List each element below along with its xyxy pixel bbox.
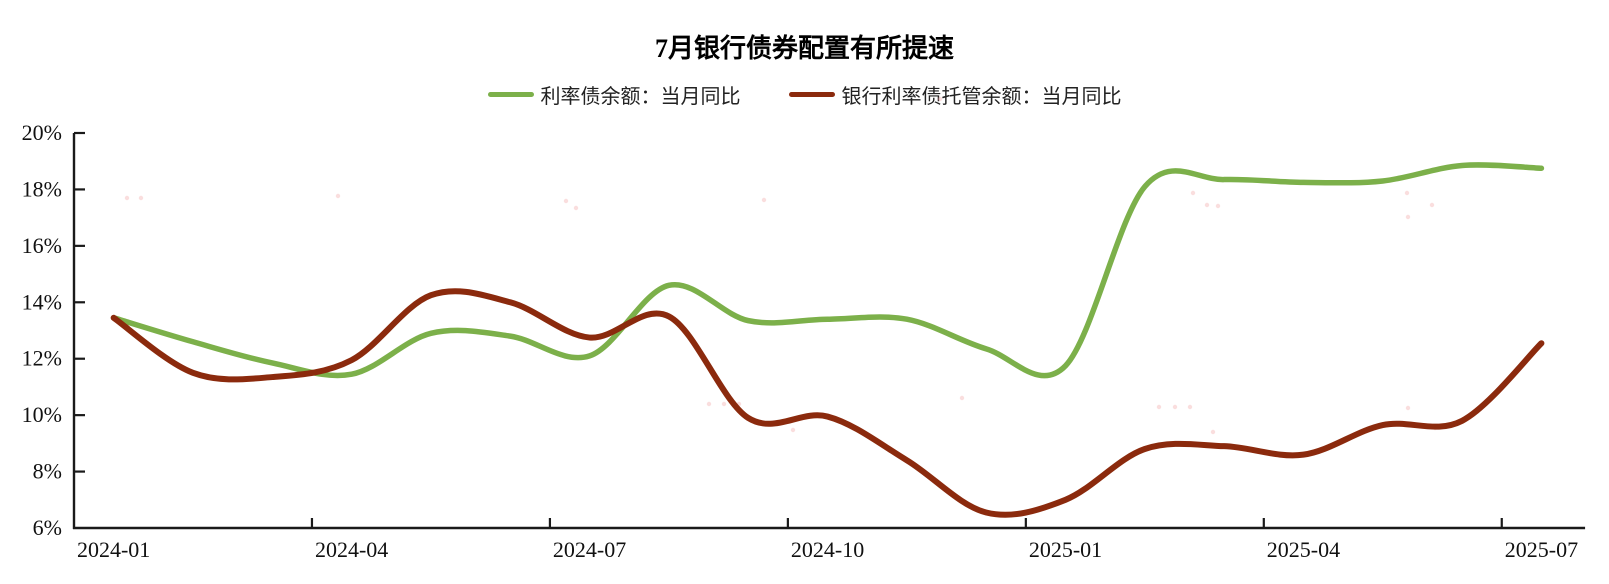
watermark-dot <box>1187 404 1193 410</box>
watermark-dot <box>1190 190 1196 196</box>
chart-title: 7月银行债券配置有所提速 <box>654 34 955 63</box>
watermark-dot <box>1172 404 1178 410</box>
series-line-0 <box>110 162 1545 379</box>
y-axis-label: 16% <box>22 233 62 258</box>
watermark-dot <box>573 205 579 211</box>
watermark-dot <box>124 195 130 201</box>
watermark-dot <box>563 198 569 204</box>
red-line-swatch <box>788 92 835 97</box>
watermark-dot <box>959 395 965 401</box>
watermark-dot <box>721 401 727 407</box>
y-axis-label: 6% <box>33 515 62 540</box>
y-axis-label: 14% <box>22 289 62 314</box>
series-line-1 <box>110 288 1545 518</box>
legend-item-bank-custody: 银行利率债托管余额：当月同比 <box>788 80 1122 109</box>
x-axis-label: 2025-07 <box>1505 537 1578 562</box>
y-axis-label: 20% <box>22 120 62 145</box>
legend-label-green: 利率债余额：当月同比 <box>540 86 741 108</box>
watermark-dot <box>706 401 712 407</box>
watermark-dot <box>761 197 767 203</box>
x-axis-label: 2024-01 <box>77 537 150 562</box>
x-axis-label: 2024-10 <box>791 537 864 562</box>
y-axis-label: 10% <box>22 402 62 427</box>
x-axis-label: 2025-01 <box>1029 537 1102 562</box>
green-line-swatch <box>487 92 534 97</box>
legend-item-interest-rate-bond: 利率债余额：当月同比 <box>487 80 741 109</box>
legend-label-red: 银行利率债托管余额：当月同比 <box>841 86 1122 108</box>
watermark-dot <box>1156 404 1162 410</box>
watermark-dot <box>138 195 144 201</box>
watermark-dot <box>1210 429 1216 435</box>
watermark-dot <box>937 96 943 102</box>
watermark-dot <box>1405 214 1411 220</box>
legend: 利率债余额：当月同比 银行利率债托管余额：当月同比 <box>487 80 1122 109</box>
watermark-dot <box>1405 405 1411 411</box>
x-axis-label: 2025-04 <box>1267 537 1340 562</box>
x-axis-label: 2024-04 <box>315 537 388 562</box>
watermark-dot <box>335 193 341 199</box>
watermark-dot <box>1404 190 1410 196</box>
watermark-dot <box>1429 202 1435 208</box>
watermark-dot <box>1204 202 1210 208</box>
x-axis-label: 2024-07 <box>553 537 626 562</box>
y-axis-label: 8% <box>33 459 62 484</box>
watermark-dot <box>790 427 796 433</box>
y-axis-label: 18% <box>22 176 62 201</box>
y-axis-label: 12% <box>22 346 62 371</box>
watermark-dot <box>1215 203 1221 209</box>
